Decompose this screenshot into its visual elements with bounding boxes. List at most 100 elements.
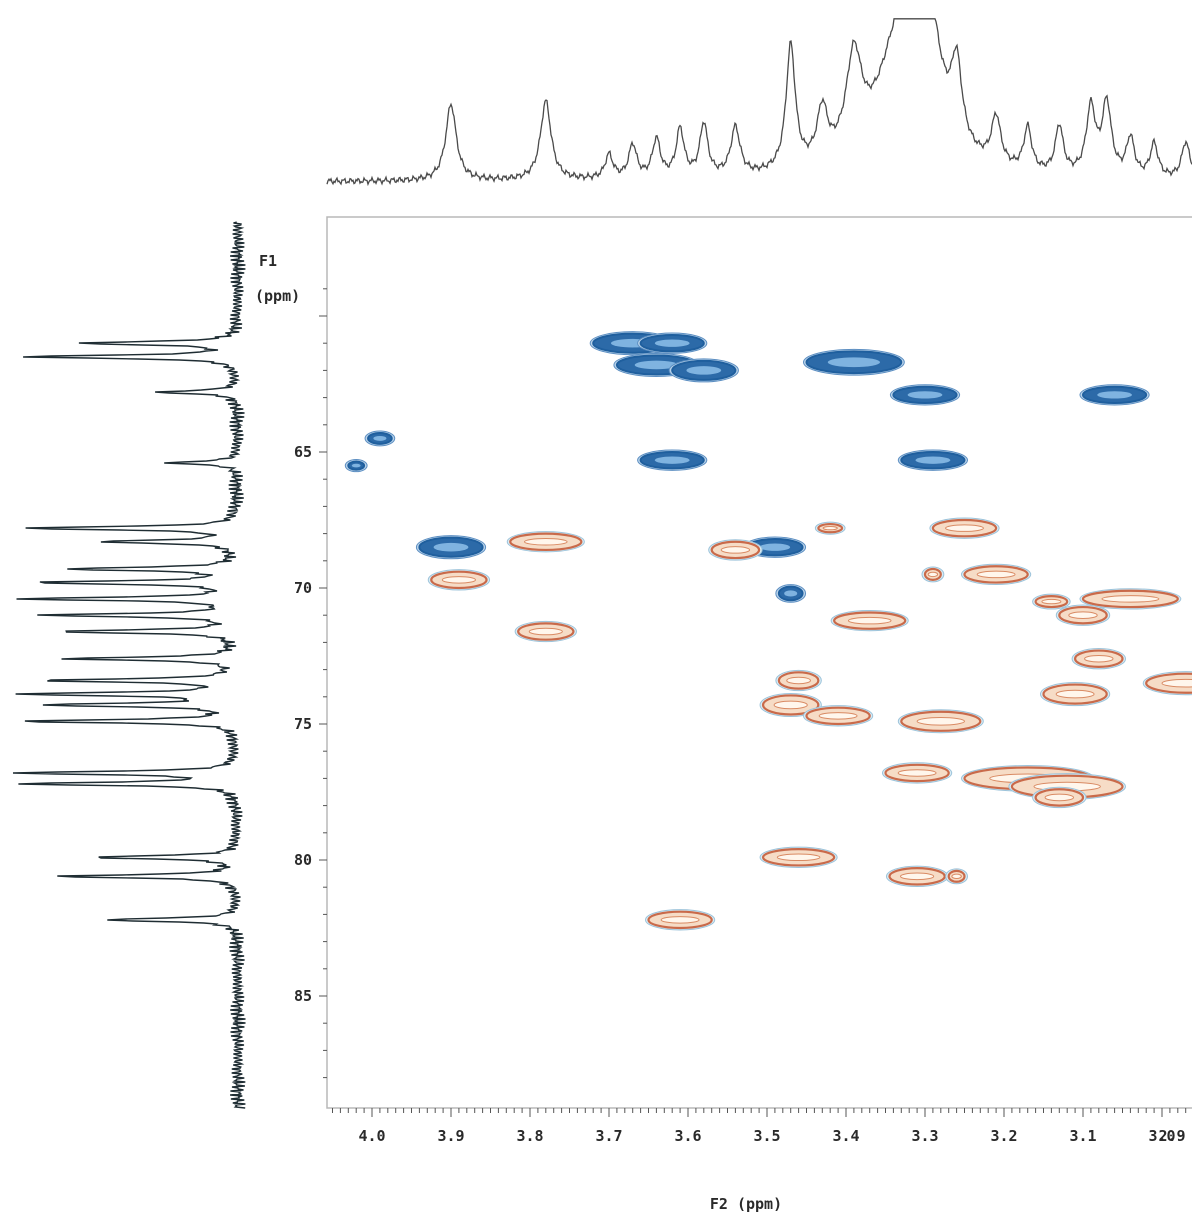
peak-contour-core <box>900 872 935 881</box>
negative-peak <box>814 521 846 535</box>
negative-peak <box>708 539 763 561</box>
peak-contour-core <box>916 716 965 726</box>
x-tick-label: 4.0 <box>358 1127 385 1145</box>
positive-peak <box>803 348 905 376</box>
x-tick-label: 3.4 <box>832 1127 859 1145</box>
f2-projection-trace <box>326 18 1192 187</box>
negative-peak <box>427 569 491 591</box>
negative-peak <box>514 620 577 643</box>
peak-contour-core <box>654 456 690 464</box>
y-tick-label: 70 <box>294 579 312 597</box>
peak-contour-core <box>818 712 858 720</box>
x-tick-label: 3.9 <box>437 1127 464 1145</box>
peak-contour-core <box>1044 793 1075 802</box>
peak-contour-core <box>441 576 476 584</box>
x-tick-label: 3.5 <box>753 1127 780 1145</box>
y-axis-label-line1: F1 <box>259 252 277 270</box>
negative-peak <box>882 762 953 784</box>
negative-peak <box>1032 786 1087 809</box>
x-tick-label: 3.1 <box>1069 1127 1096 1145</box>
f1-projection-trace <box>12 221 246 1109</box>
x-tick-label: 3.0 <box>1148 1127 1175 1145</box>
positive-peak <box>637 332 708 354</box>
negative-peak <box>830 609 909 632</box>
x-tick-label: 3.2 <box>990 1127 1017 1145</box>
y-axis: 65 70 75 80 85 <box>294 288 327 1079</box>
peak-contour-core <box>1097 391 1132 399</box>
peak-contour-core <box>686 366 722 375</box>
peak-contour-core <box>976 570 1016 579</box>
f2-projection-spectrum <box>326 18 1192 187</box>
peak-contour-core <box>822 526 838 531</box>
peak-contour-core <box>759 543 791 551</box>
peak-contour-core <box>1068 611 1098 619</box>
positive-peak <box>344 459 368 473</box>
negative-peak <box>1142 671 1192 696</box>
positive-peak <box>668 358 739 383</box>
negative-peak <box>1079 588 1182 610</box>
negative-peak <box>945 868 968 885</box>
peak-contour-core <box>1041 598 1062 605</box>
negative-peak <box>961 563 1032 586</box>
negative-peak <box>1040 682 1111 707</box>
negative-peak <box>897 709 984 734</box>
f1-projection-spectrum <box>12 221 246 1109</box>
positive-peak <box>364 430 396 447</box>
peak-contour-core <box>528 627 563 636</box>
negative-peak <box>759 692 822 717</box>
x-tick-label: 3.3 <box>911 1127 938 1145</box>
peak-contour-core <box>776 853 821 862</box>
peak-contour-core <box>951 873 962 879</box>
negative-peak <box>775 669 822 692</box>
y-tick-label: 65 <box>294 443 312 461</box>
negative-peak <box>506 531 585 553</box>
peak-contour-core <box>654 339 690 347</box>
peak-contour-core <box>351 463 361 468</box>
peak-contour-core <box>786 676 811 685</box>
y-tick-label: 75 <box>294 715 312 733</box>
peak-contour-core <box>1161 678 1192 688</box>
x-axis: 4.0 3.9 3.8 3.7 3.6 3.5 3.4 3.3 3.2 3.1 3.02.9 <box>332 1108 1187 1145</box>
peak-contour-core <box>945 524 984 532</box>
negative-peak <box>1071 648 1127 670</box>
peak-contour-core <box>1084 654 1114 663</box>
peak-contour-core <box>523 537 568 546</box>
peak-contour-core <box>660 916 700 924</box>
peak-contour-core <box>915 456 951 464</box>
peak-contour-core <box>827 357 880 368</box>
positive-peak <box>415 535 487 560</box>
peak-contour-core <box>847 616 892 625</box>
y-tick-label: 80 <box>294 851 312 869</box>
x-tick-label: 3.6 <box>674 1127 701 1145</box>
y-tick-label: 85 <box>294 987 312 1005</box>
positive-peak <box>1079 384 1150 406</box>
peak-contour-core <box>720 546 751 554</box>
peak-contour-core <box>773 700 808 710</box>
x-tick-label: 3.7 <box>595 1127 622 1145</box>
peak-contour-core <box>1101 595 1160 603</box>
positive-peak <box>637 449 708 471</box>
positive-peak <box>897 449 969 471</box>
x-tick-label: 3.8 <box>516 1127 543 1145</box>
negative-peak <box>1032 593 1071 610</box>
peak-contour-core <box>1055 689 1095 699</box>
negative-peak <box>921 566 945 583</box>
negative-peak <box>1055 604 1111 626</box>
negative-peak <box>885 865 949 887</box>
peak-contour-core <box>373 435 387 441</box>
negative-peak <box>759 846 838 868</box>
negative-peak <box>645 909 716 931</box>
x-tick-label: 2.9 <box>1158 1127 1185 1145</box>
peak-contour-core <box>784 590 798 597</box>
positive-peak <box>889 384 961 406</box>
negative-peak <box>803 705 874 727</box>
peak-contour-core <box>897 769 937 777</box>
peak-contour-core <box>433 542 469 552</box>
x-axis-label: F2 (ppm) <box>710 1195 782 1213</box>
contour-peaks <box>344 331 1192 931</box>
y-axis-label-line2: (ppm) <box>255 287 300 305</box>
peak-contour-core <box>907 391 943 399</box>
plot-frame <box>326 216 1192 1109</box>
peak-contour-core <box>634 360 679 370</box>
